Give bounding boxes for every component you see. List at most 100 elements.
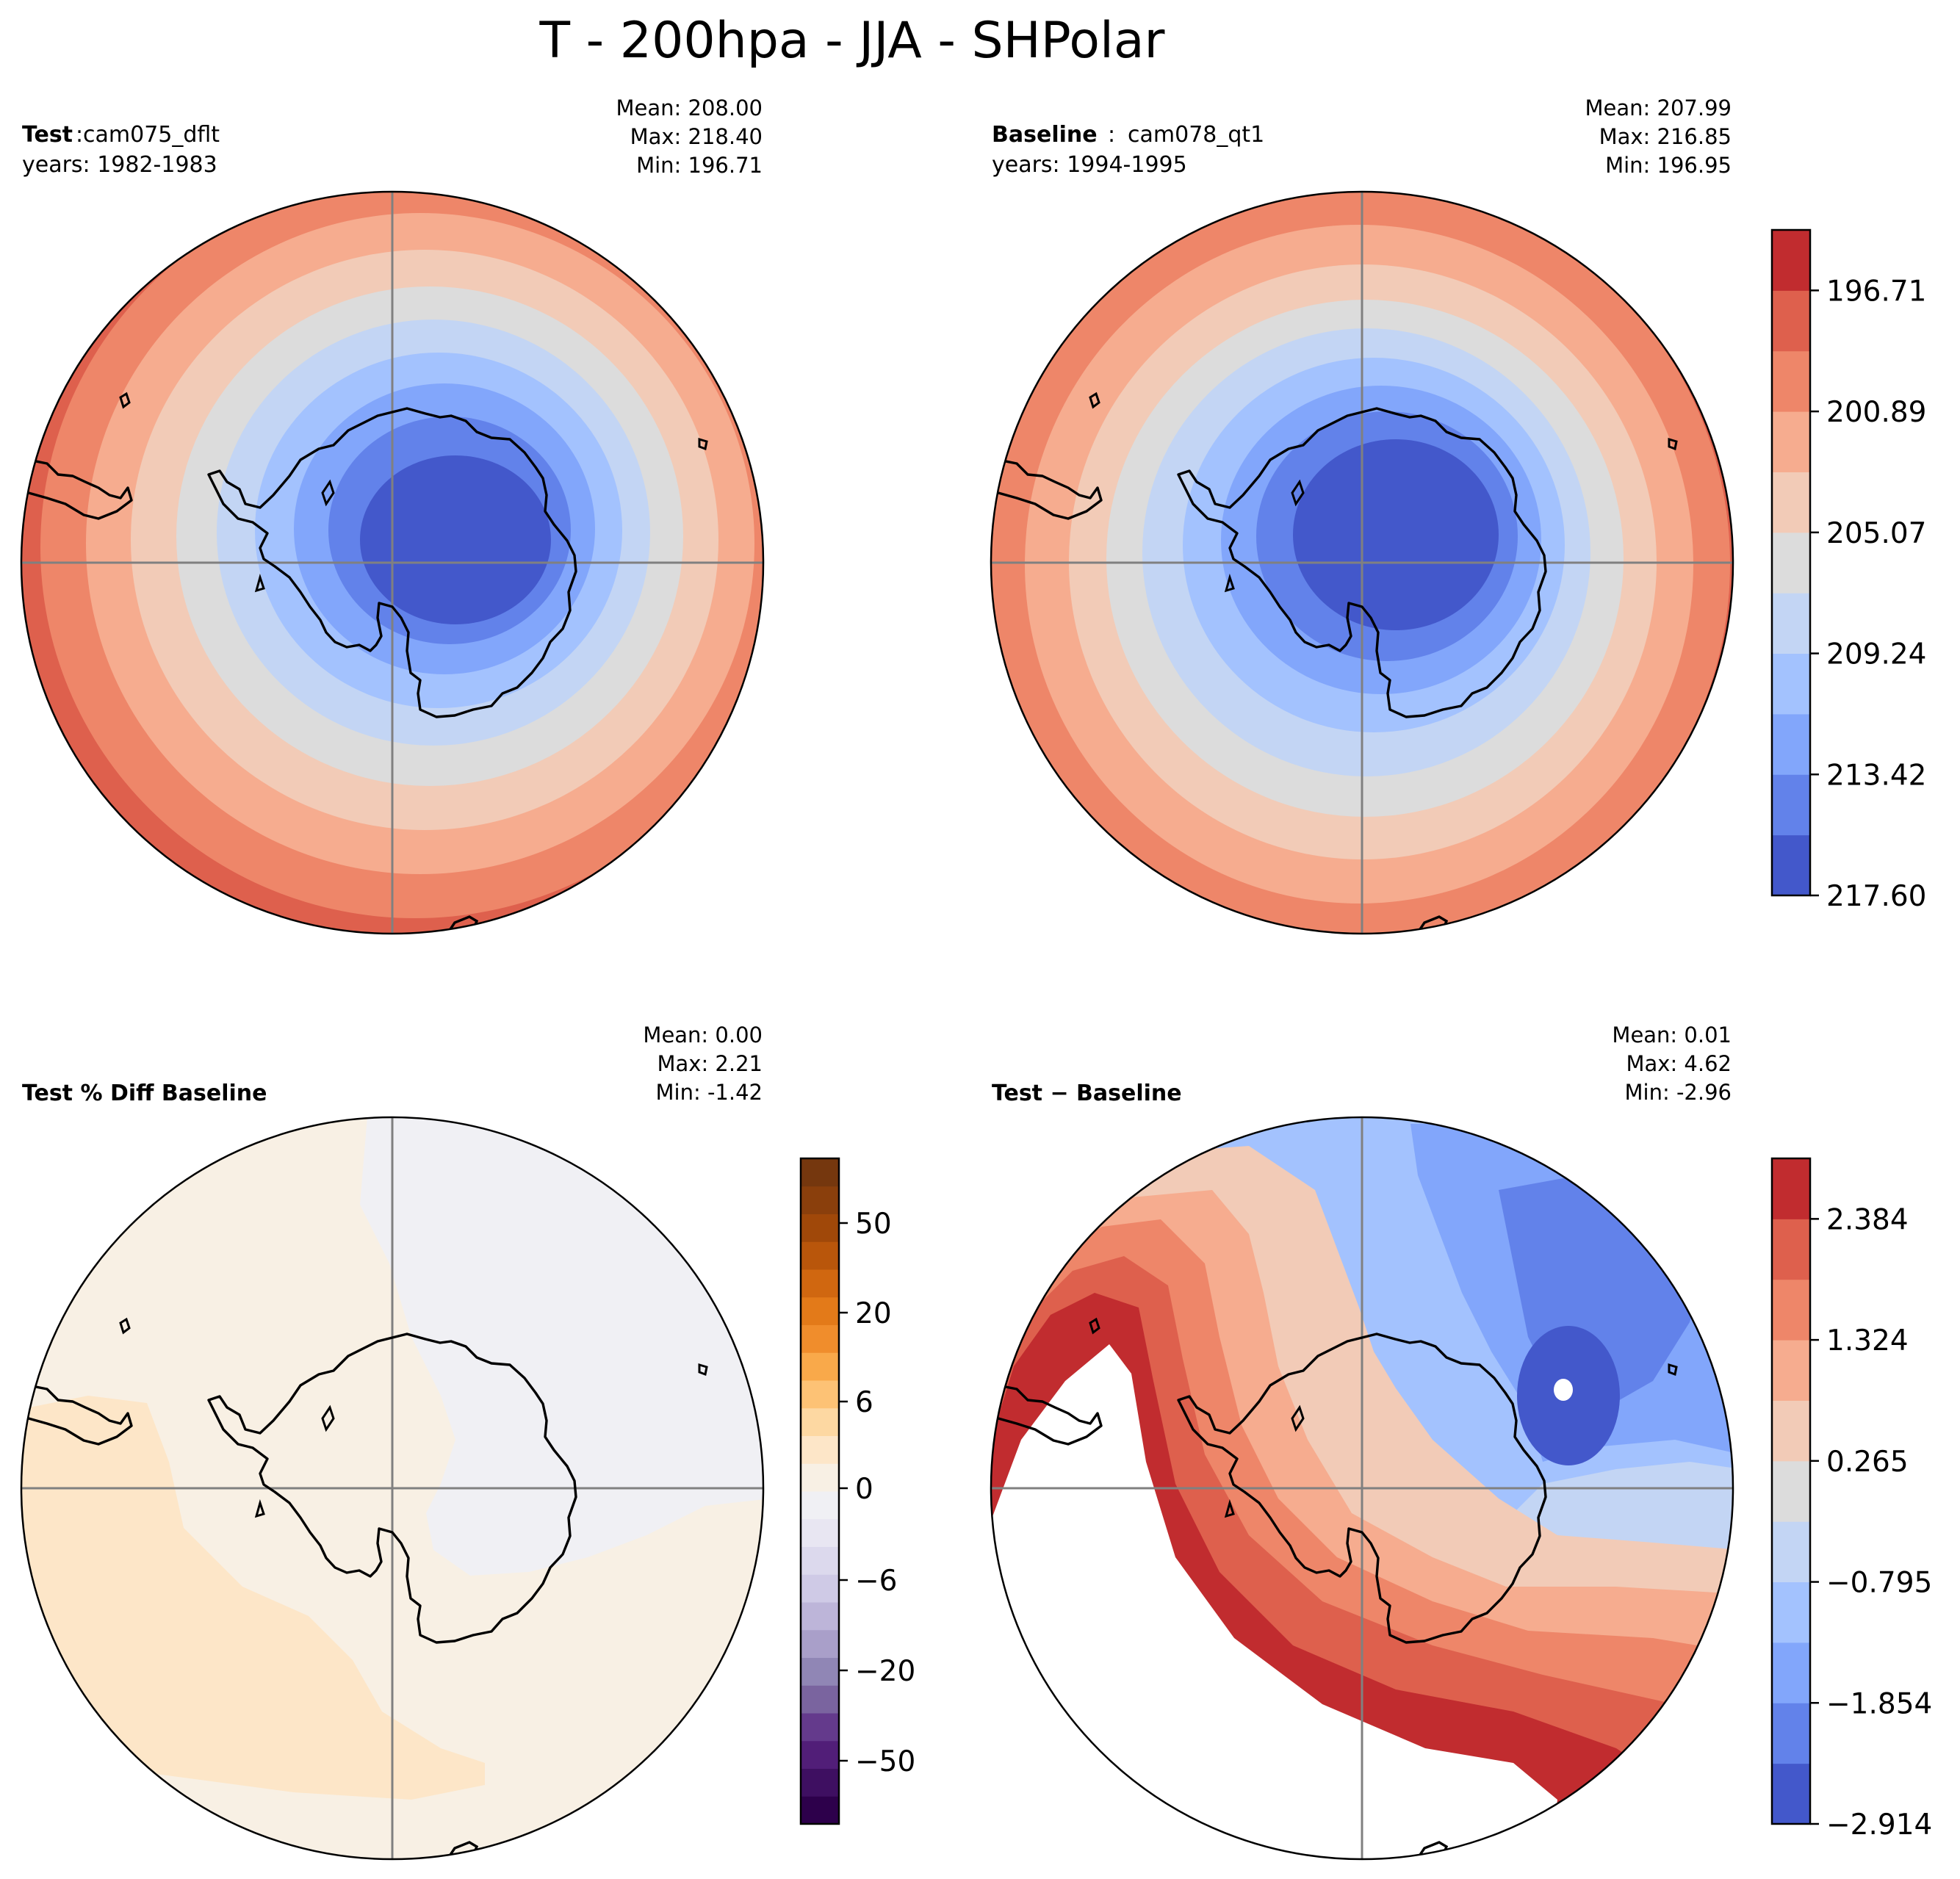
abs-colorbar-band [1772, 290, 1810, 352]
diff-colorbar-tick-label: 2.384 [1826, 1203, 1909, 1236]
test-years: years: 1982-1983 [22, 152, 217, 178]
colorbar-pct-diff: 50 20 6 0 −6 −20 −50 [799, 1157, 915, 1825]
abs-colorbar-band [1772, 834, 1810, 896]
test-contour-field [21, 192, 763, 934]
pct-colorbar-tick-label: −6 [855, 1565, 898, 1598]
diff-colorbar-band [1772, 1219, 1810, 1280]
abs-colorbar-tick-label: 200.89 [1826, 396, 1926, 429]
pct-diff-map-boundary [20, 1116, 765, 1861]
pct-colorbar-band [801, 1324, 839, 1353]
pct-colorbar-band [801, 1463, 839, 1492]
pct-diff-mean: Mean: 0.00 [643, 1023, 763, 1047]
pct-colorbar-band [801, 1380, 839, 1409]
test-min: Min: 196.71 [636, 153, 763, 178]
diff-colorbar-band [1772, 1279, 1810, 1341]
pct-colorbar-tick-label: 0 [855, 1473, 873, 1506]
abs-colorbar-tick-label: 196.71 [1826, 275, 1926, 308]
difference-contour-field [991, 1117, 1733, 1859]
pct-diff-positive-region [21, 1396, 485, 1800]
diff-colorbar-tick-label: 0.265 [1826, 1446, 1909, 1479]
pct-diff-min: Min: -1.42 [656, 1080, 763, 1105]
abs-colorbar-band [1772, 653, 1810, 715]
diff-colorbar-tick-label: 1.324 [1826, 1324, 1909, 1357]
diff-colorbar-band [1772, 1340, 1810, 1401]
pct-colorbar-tick-label: −20 [855, 1655, 915, 1688]
abs-colorbar-band [1772, 472, 1810, 533]
test-case-colon: : [76, 122, 83, 148]
difference-map-boundary [990, 1116, 1734, 1861]
test-case-name: cam075_dflt [83, 122, 220, 148]
test-map-boundary [20, 190, 765, 935]
test-level-1 [360, 455, 551, 624]
colorbar-difference-frame [1770, 1157, 1812, 1825]
abs-colorbar-tick-label: 217.60 [1826, 880, 1926, 913]
abs-colorbar-band [1772, 774, 1810, 836]
pct-colorbar-band [801, 1713, 839, 1742]
baseline-min: Min: 196.95 [1605, 153, 1732, 178]
baseline-years: years: 1994-1995 [992, 152, 1187, 178]
diff-colorbar-tick-label: −1.854 [1826, 1687, 1932, 1720]
pct-diff-max: Max: 2.21 [657, 1051, 763, 1076]
baseline-level-1 [1293, 439, 1499, 630]
diff-colorbar-band [1772, 1158, 1810, 1219]
difference-label: Test − Baseline [992, 1081, 1182, 1106]
colorbar-pct-diff-frame [799, 1157, 840, 1825]
test-mean: Mean: 208.00 [616, 95, 763, 120]
baseline-case-label: Baseline [992, 122, 1098, 148]
panel-pct-diff: Test % Diff Baseline Mean: 0.00 Max: 2.2… [20, 1023, 765, 1861]
pct-colorbar-tick-label: 20 [855, 1297, 892, 1330]
pct-colorbar-band [801, 1241, 839, 1270]
abs-colorbar-tick-label: 213.42 [1826, 759, 1926, 792]
pct-colorbar-tick-label: 6 [855, 1386, 873, 1419]
abs-colorbar-tick-label: 205.07 [1826, 517, 1926, 550]
diff-colorbar-band [1772, 1460, 1810, 1522]
pct-colorbar-band [801, 1574, 839, 1603]
figure-title: T - 200hpa - JJA - SHPolar [539, 12, 1165, 70]
baseline-contour-field [991, 192, 1733, 934]
diff-colorbar-tick-label: −2.914 [1826, 1808, 1932, 1842]
pct-colorbar-band [801, 1740, 839, 1769]
abs-colorbar-band [1772, 713, 1810, 775]
pct-colorbar-band [801, 1657, 839, 1686]
panel-baseline: Baseline : cam078_qt1 years: 1994-1995 M… [990, 95, 1734, 935]
diff-colorbar-band [1772, 1642, 1810, 1703]
pct-colorbar-band [801, 1407, 839, 1436]
pct-diff-label: Test % Diff Baseline [22, 1081, 267, 1106]
baseline-mean: Mean: 207.99 [1585, 95, 1732, 120]
pct-colorbar-band [801, 1796, 839, 1825]
pct-colorbar-band [801, 1213, 839, 1242]
diff-colorbar-band [1772, 1582, 1810, 1643]
colorbar-difference: 2.384 1.324 0.265 −0.795 −1.854 −2.914 [1770, 1157, 1932, 1842]
panel-test: Test cam075_dflt : years: 1982-1983 Mean… [20, 95, 765, 935]
baseline-max: Max: 216.85 [1599, 124, 1732, 149]
pct-colorbar-band [801, 1518, 839, 1547]
abs-colorbar-band [1772, 230, 1810, 291]
pct-colorbar-band [801, 1768, 839, 1797]
abs-colorbar-band [1772, 350, 1810, 412]
pct-colorbar-band [801, 1435, 839, 1464]
diff-colorbar-band [1772, 1400, 1810, 1462]
panel-difference: Test − Baseline Mean: 0.01 Max: 4.62 Min… [990, 1023, 1734, 1861]
abs-colorbar-band [1772, 593, 1810, 654]
baseline-case-name: cam078_qt1 [1128, 122, 1264, 148]
difference-mean: Mean: 0.01 [1612, 1023, 1732, 1047]
pct-colorbar-band [801, 1352, 839, 1381]
difference-min-core [1554, 1379, 1573, 1401]
pct-colorbar-band [801, 1296, 839, 1325]
diff-colorbar-band [1772, 1703, 1810, 1764]
pct-colorbar-band [801, 1685, 839, 1714]
difference-above-range [991, 1344, 1557, 1859]
pct-colorbar-band [801, 1629, 839, 1658]
difference-negative-5 [1624, 1124, 1733, 1227]
pct-diff-contour-field [21, 1117, 763, 1859]
difference-max: Max: 4.62 [1626, 1051, 1732, 1076]
pct-colorbar-band [801, 1269, 839, 1298]
diff-colorbar-band [1772, 1763, 1810, 1825]
test-case-label: Test [22, 122, 73, 148]
pct-colorbar-tick-label: 50 [855, 1208, 892, 1241]
pct-colorbar-band [801, 1186, 839, 1214]
colorbar-absolute-frame [1770, 228, 1812, 897]
pct-colorbar-band [801, 1602, 839, 1631]
pct-colorbar-tick-label: −50 [855, 1745, 915, 1778]
